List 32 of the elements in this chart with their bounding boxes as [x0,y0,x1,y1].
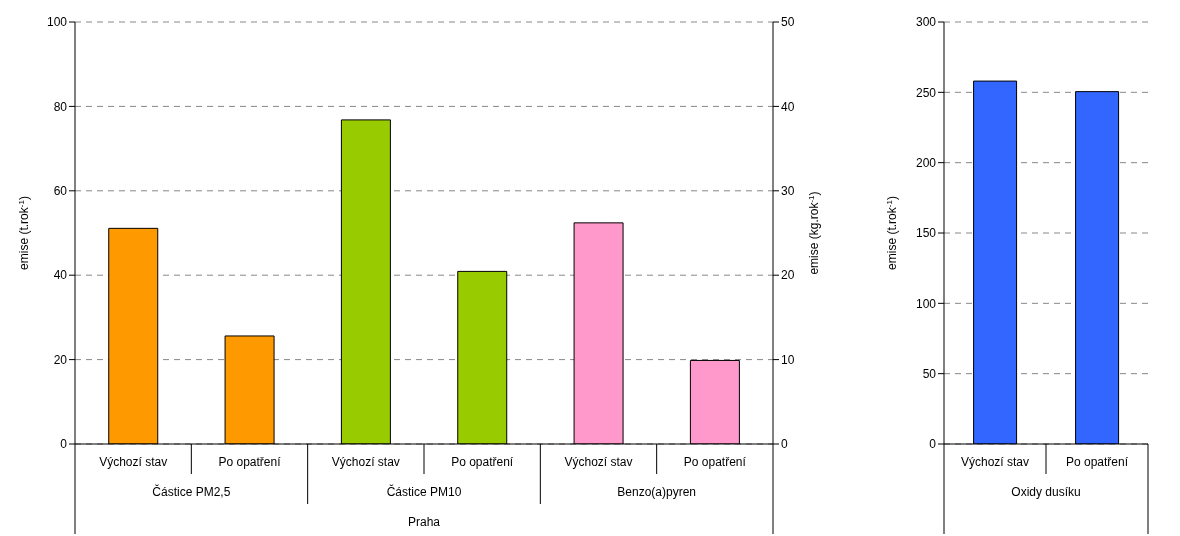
y2-tick-label: 10 [781,352,795,367]
y-tick-label: 0 [929,437,937,452]
y-tick-label: 300 [915,15,937,30]
x-tick-label: Po opatření [451,455,514,469]
text: Částice PM10 [386,484,462,499]
y-tick-label: 80 [53,99,68,114]
y2-tick-label: 20 [781,268,795,283]
y-tick-label: 60 [53,184,68,199]
x-tick-label: Výchozí stav [960,455,1030,469]
y-tick-label: 100 [46,15,68,30]
y-tick-label: 20 [53,352,68,367]
x-tick-label: Výchozí stav [99,455,168,469]
text: Benzo(a)pyren [617,485,697,499]
x-tick-label: Po opatření [683,455,747,469]
y-tick-label: 0 [60,437,68,452]
text: Oxidy dusíku [1011,485,1081,499]
text: Částice PM2,5 [152,484,231,499]
y-tick-label: 50 [922,366,937,381]
y-tick-label: 150 [915,226,937,241]
y2-tick-label: 40 [781,99,795,114]
y-tick-label: 40 [53,268,68,283]
y2-tick-label: 0 [781,437,788,452]
y2-tick-label: 50 [781,15,795,30]
x-tick-label: Po opatření [218,455,282,469]
y-tick-label: 100 [915,296,937,311]
x-tick-label: Po opatření [1065,455,1129,469]
text: Praha [407,515,441,529]
y2-tick-label: 30 [781,184,795,199]
y-tick-label: 250 [915,85,937,100]
x-tick-label: Výchozí stav [564,455,633,469]
y-tick-label: 200 [915,155,937,170]
x-tick-label: Výchozí stav [331,455,400,469]
